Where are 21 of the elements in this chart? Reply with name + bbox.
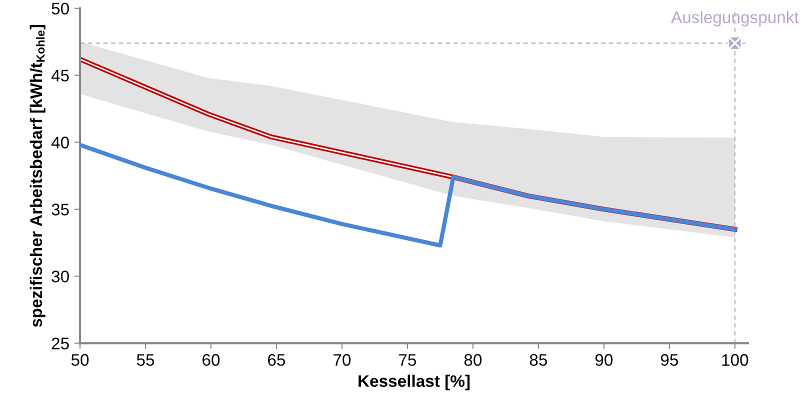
x-tick-label: 60: [202, 354, 220, 366]
y-axis-title: spezifischer Arbeitsbedarf [kWh/t$_{Kohle}$]: [30, 25, 46, 327]
x-tick-label: 65: [268, 354, 286, 366]
y-tick-label: 45: [51, 70, 69, 82]
x-tick-label: 50: [71, 354, 89, 366]
x-tick-label: 80: [464, 354, 482, 366]
y-tick-label: 25: [52, 338, 69, 350]
x-tick-label: 95: [660, 354, 678, 366]
x-tick-label: 100: [722, 354, 748, 366]
y-tick-label: 30: [52, 270, 69, 282]
x-tick-label: 75: [399, 354, 416, 366]
annotation: Auslegungspunkt: [671, 10, 799, 26]
x-tick-label: 70: [334, 354, 351, 366]
y-tick-label: 35: [52, 204, 69, 216]
x-tick-label: 90: [595, 354, 613, 366]
x-axis-title: Kessellast [%]: [358, 374, 470, 390]
y-tick-label: 40: [51, 136, 69, 148]
x-tick-label: 55: [136, 354, 154, 366]
x-tick-label: 85: [530, 354, 548, 366]
line-series: [80, 142, 737, 248]
y-tick-label: 50: [52, 2, 69, 15]
